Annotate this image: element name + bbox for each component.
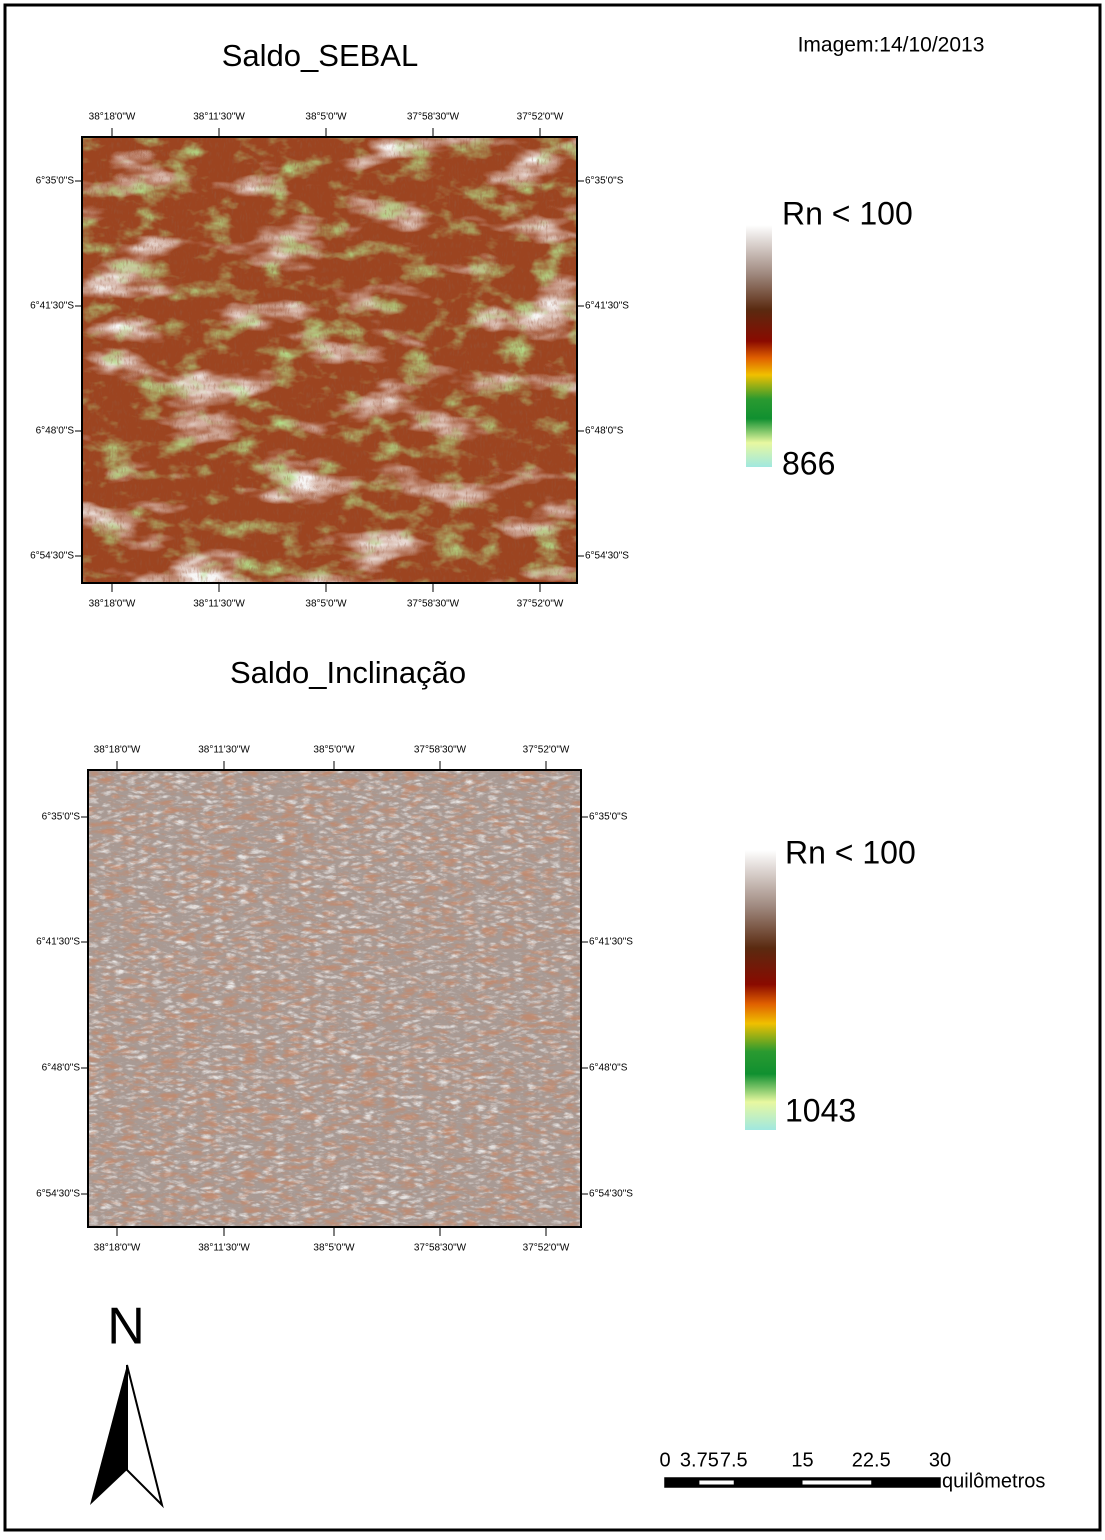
- x-coordinate-label: 38°11'30"W: [193, 599, 245, 610]
- x-coordinate-label: 37°52'0"W: [517, 112, 564, 123]
- x-coordinate-label: 38°11'30"W: [198, 1243, 250, 1254]
- y-coordinate-label: 6°54'30"S: [589, 1189, 633, 1200]
- y-coordinate-label: 6°41'30"S: [30, 301, 74, 312]
- scale-bar-unit: quilômetros: [942, 1470, 1045, 1492]
- x-coordinate-label: 38°5'0"W: [313, 745, 355, 756]
- y-coordinate-label: 6°54'30"S: [585, 551, 629, 562]
- x-coordinate-label: 37°52'0"W: [523, 1243, 570, 1254]
- y-coordinate-label: 6°48'0"S: [36, 426, 75, 437]
- y-coordinate-label: 6°48'0"S: [585, 426, 624, 437]
- x-coordinate-label: 37°58'30"W: [407, 599, 460, 610]
- y-coordinate-label: 6°48'0"S: [42, 1063, 81, 1074]
- x-coordinate-label: 38°18'0"W: [94, 745, 141, 756]
- y-coordinate-label: 6°35'0"S: [585, 176, 624, 187]
- scale-bar-segment: [665, 1484, 940, 1487]
- y-coordinate-label: 6°54'30"S: [30, 551, 74, 562]
- north-arrow: N: [90, 1298, 164, 1509]
- y-coordinate-label: 6°54'30"S: [36, 1189, 80, 1200]
- x-coordinate-label: 37°52'0"W: [517, 599, 564, 610]
- legend-color-ramp: [746, 225, 772, 467]
- scale-bar-label: 30: [929, 1449, 951, 1471]
- map-title: Saldo_SEBAL: [222, 38, 418, 73]
- y-coordinate-label: 6°48'0"S: [589, 1063, 628, 1074]
- x-coordinate-label: 37°58'30"W: [414, 1243, 467, 1254]
- legend-color-ramp: [745, 850, 776, 1130]
- scale-bar-label: 3.75: [680, 1449, 719, 1471]
- x-coordinate-label: 38°18'0"W: [89, 112, 136, 123]
- x-coordinate-label: 37°58'30"W: [414, 745, 467, 756]
- y-coordinate-label: 6°41'30"S: [36, 937, 80, 948]
- legend-min-label: 1043: [785, 1092, 856, 1128]
- x-coordinate-label: 38°11'30"W: [193, 112, 245, 123]
- x-coordinate-label: 38°18'0"W: [94, 1243, 141, 1254]
- scale-bar-segment: [665, 1478, 940, 1481]
- x-coordinate-label: 38°5'0"W: [305, 112, 347, 123]
- legend-max-label: Rn < 100: [785, 834, 916, 870]
- y-coordinate-label: 6°35'0"S: [36, 176, 75, 187]
- scale-bar-label: 22.5: [852, 1449, 891, 1471]
- page-border: [3, 3, 1102, 1532]
- x-coordinate-label: 38°5'0"W: [313, 1243, 355, 1254]
- scale-bar-label: 7.5: [720, 1449, 748, 1471]
- x-coordinate-label: 38°18'0"W: [89, 599, 136, 610]
- y-coordinate-label: 6°41'30"S: [589, 937, 633, 948]
- scale-bar-label: 0: [659, 1449, 670, 1471]
- x-coordinate-label: 38°5'0"W: [305, 599, 347, 610]
- scale-bar-segment: [665, 1478, 700, 1487]
- legend-min-label: 866: [782, 445, 835, 481]
- y-coordinate-label: 6°35'0"S: [589, 812, 628, 823]
- legend-max-label: Rn < 100: [782, 195, 913, 231]
- x-coordinate-label: 37°58'30"W: [407, 112, 460, 123]
- scale-bar-segment: [733, 1478, 803, 1487]
- y-coordinate-label: 6°41'30"S: [585, 301, 629, 312]
- north-label: N: [107, 1298, 145, 1356]
- map-image: [81, 136, 578, 584]
- image-date: Imagem:14/10/2013: [798, 34, 985, 57]
- map-title: Saldo_Inclinação: [230, 655, 466, 690]
- map-image: [87, 769, 582, 1228]
- x-coordinate-label: 38°11'30"W: [198, 745, 250, 756]
- x-coordinate-label: 37°52'0"W: [523, 745, 570, 756]
- scale-bar-segment: [871, 1478, 940, 1487]
- scale-bar-label: 15: [791, 1449, 813, 1471]
- y-coordinate-label: 6°35'0"S: [42, 812, 81, 823]
